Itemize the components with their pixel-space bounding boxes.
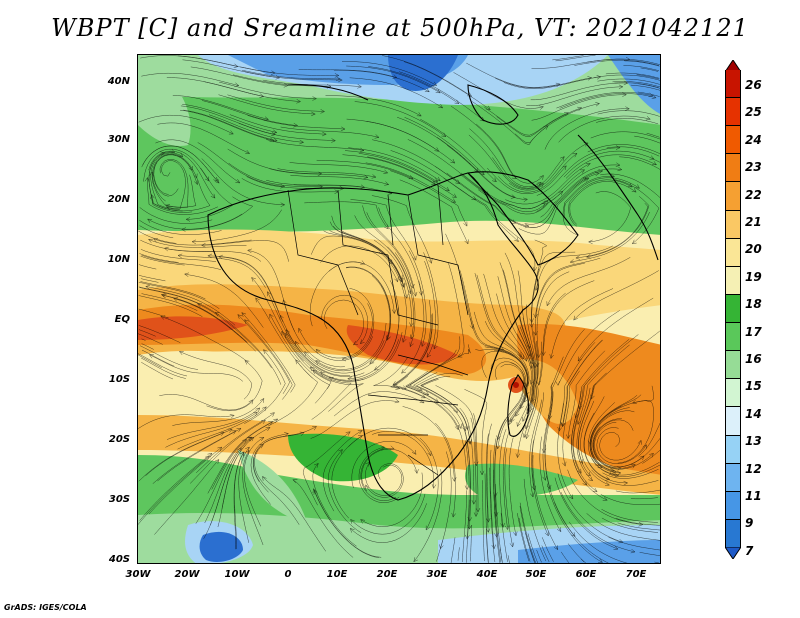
colorbar-label: 13 <box>745 434 762 449</box>
lon-label: 10E <box>326 569 348 580</box>
colorbar-segment <box>725 463 741 492</box>
lon-label: 10W <box>224 569 250 580</box>
wbpt-map <box>138 55 660 563</box>
colorbar-label: 23 <box>745 160 762 175</box>
colorbar-label: 7 <box>745 543 754 558</box>
colorbar-label: 25 <box>745 105 762 120</box>
lon-label: 40E <box>476 569 498 580</box>
colorbar-label: 19 <box>745 269 762 284</box>
lon-label: 20W <box>174 569 200 580</box>
lat-label: 10S <box>108 374 130 385</box>
lat-label: 30S <box>108 494 130 505</box>
colorbar-label: 16 <box>745 352 762 366</box>
lat-label: 10N <box>107 254 130 265</box>
colorbar-label: 18 <box>745 297 762 312</box>
colorbar-top-arrow <box>725 60 741 72</box>
colorbar-segment <box>725 266 741 295</box>
colorbar-segment <box>725 238 741 267</box>
colorbar-label: 11 <box>745 489 762 503</box>
lat-label: 30N <box>107 134 130 145</box>
chart-title: WBPT [C] and Sreamline at 500hPa, VT: 20… <box>51 14 749 42</box>
lon-label: 50E <box>525 569 547 580</box>
lat-label: 20S <box>108 434 130 445</box>
lon-label: 60E <box>575 569 597 580</box>
colorbar-segment <box>725 519 741 548</box>
colorbar-segment <box>725 491 741 520</box>
footer-credit: GrADS: IGES/COLA <box>4 603 87 612</box>
lon-label: 70E <box>625 569 647 580</box>
lon-label: 30W <box>125 569 151 580</box>
colorbar-segment <box>725 294 741 324</box>
colorbar-label: 26 <box>745 78 762 92</box>
colorbar-segment <box>725 154 741 183</box>
lon-label: 30E <box>426 569 448 580</box>
colorbar-label: 17 <box>745 324 762 339</box>
colorbar-label: 24 <box>745 132 762 147</box>
lon-label: 20E <box>376 569 398 580</box>
colorbar-segment <box>725 126 741 155</box>
colorbar-label: 14 <box>745 406 762 421</box>
lat-label: EQ <box>114 314 130 325</box>
colorbar-segment <box>725 379 741 408</box>
colorbar-segment <box>725 435 741 464</box>
colorbar-label: 21 <box>745 215 762 229</box>
colorbar-label: 12 <box>745 461 762 476</box>
colorbar-segment <box>725 182 741 211</box>
colorbar-label: 15 <box>745 379 762 394</box>
colorbar-segment <box>725 323 741 352</box>
colorbar-segment <box>725 407 741 436</box>
lon-label: 0 <box>284 569 292 580</box>
lat-label: 20N <box>107 194 130 205</box>
colorbar-segment <box>725 351 741 380</box>
colorbar-segment <box>725 98 741 127</box>
lat-label: 40S <box>108 554 130 565</box>
lat-label: 40N <box>107 76 130 87</box>
colorbar-label: 20 <box>745 242 762 257</box>
colorbar-label: 22 <box>745 187 762 202</box>
map-panel <box>137 54 661 564</box>
colorbar-bottom-arrow <box>725 547 741 559</box>
colorbar-segment <box>725 210 741 239</box>
colorbar-label: 9 <box>745 516 754 531</box>
colorbar-segment <box>725 70 741 99</box>
